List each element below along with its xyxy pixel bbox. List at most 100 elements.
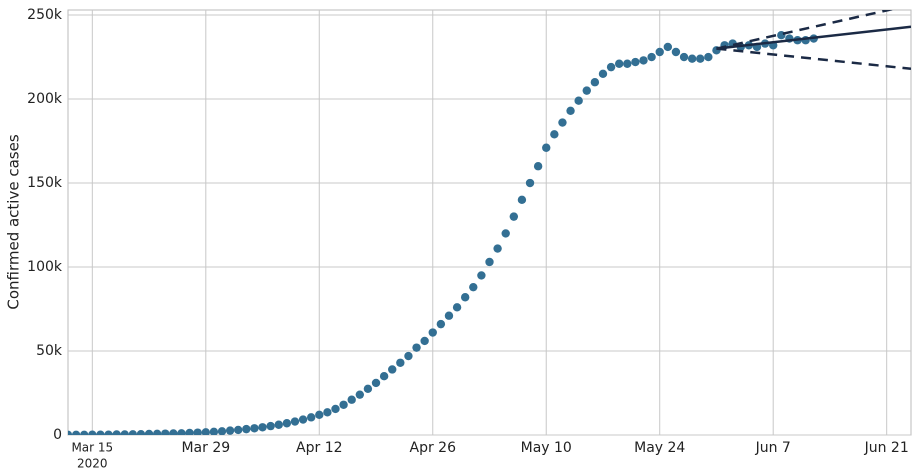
data-point [696, 54, 705, 63]
data-point [274, 420, 283, 429]
x-tick-label: May 24 [634, 440, 685, 456]
data-point [144, 429, 154, 435]
data-point [282, 419, 292, 428]
data-point [152, 429, 162, 435]
x-tick-label: Mar 15 [71, 441, 113, 455]
data-point [266, 421, 275, 431]
data-point [436, 319, 446, 329]
forecast-bound [716, 47, 911, 71]
grid [68, 10, 911, 436]
data-point [428, 328, 437, 337]
data-point [614, 59, 624, 68]
y-axis-title: Confirmed active cases [5, 134, 23, 309]
data-point [679, 52, 689, 62]
data-point [396, 358, 405, 367]
data-point [574, 96, 583, 105]
data-point [161, 429, 170, 435]
y-tick-label: 150k [27, 175, 63, 191]
marks [68, 10, 911, 435]
data-point [558, 118, 567, 127]
data-point [71, 430, 81, 435]
x-tick-label: Jun 7 [755, 440, 791, 456]
data-point [298, 415, 308, 424]
data-point [623, 59, 632, 68]
data-point [217, 427, 227, 435]
labels: 0 50k 100k 150k 200k 250k Mar 15 2020 Mar 29 Apr … [27, 7, 909, 470]
data-point [525, 178, 535, 188]
data-point [169, 429, 178, 435]
data-point [420, 336, 429, 346]
data-point [590, 78, 600, 87]
data-point [704, 52, 713, 62]
data-point [509, 212, 519, 221]
data-point [104, 430, 113, 435]
x-tick-label: Apr 12 [296, 440, 342, 456]
x-tick-label: Mar 29 [181, 440, 230, 456]
x-year-label: 2020 [77, 457, 108, 471]
data-point [452, 303, 462, 312]
data-point [258, 423, 267, 432]
data-point [388, 365, 397, 374]
y-tick-label: 0 [53, 427, 62, 443]
data-point [444, 311, 454, 320]
forecast-line [716, 25, 911, 50]
data-point [250, 424, 259, 433]
data-point [379, 372, 389, 381]
data-point [323, 408, 332, 417]
data-point [663, 42, 673, 52]
data-point [404, 351, 413, 361]
data-point [631, 57, 640, 67]
data-point [355, 390, 365, 399]
data-point [493, 244, 502, 253]
y-tick-label: 200k [27, 91, 63, 107]
data-point [501, 229, 510, 238]
y-tick-label: 50k [36, 343, 63, 359]
data-point [347, 395, 356, 404]
data-point [606, 62, 616, 72]
data-point [485, 257, 494, 267]
data-point [136, 429, 146, 435]
data-point [68, 430, 73, 435]
data-point [80, 430, 89, 435]
plot-area [67, 9, 912, 436]
data-point [112, 430, 121, 435]
data-point [655, 47, 664, 57]
data-point [582, 86, 591, 95]
data-point [193, 428, 202, 435]
data-point [477, 271, 486, 280]
x-tick-label: Jun 21 [864, 440, 909, 456]
data-point [671, 47, 681, 57]
data-point [185, 428, 194, 435]
x-tick-label: May 10 [521, 440, 572, 456]
data-point [315, 410, 324, 420]
data-point [128, 430, 138, 435]
data-point [647, 52, 656, 62]
data-point [550, 130, 559, 139]
data-point [306, 413, 316, 422]
x-tick-label: Apr 26 [410, 440, 457, 456]
data-point [331, 404, 340, 414]
data-point [234, 425, 243, 435]
data-point [88, 430, 97, 435]
data-point [209, 427, 219, 435]
data-point [96, 430, 105, 435]
data-point [542, 143, 551, 152]
data-point [201, 428, 210, 435]
data-point [639, 56, 648, 65]
data-point [290, 417, 300, 426]
data-point [371, 378, 381, 388]
data-point [598, 69, 608, 79]
data-point [517, 195, 527, 205]
data-point [177, 429, 186, 435]
y-tick-label: 250k [27, 7, 63, 23]
y-tick-label: 100k [27, 259, 63, 275]
data-point [687, 54, 697, 63]
data-point [339, 400, 348, 409]
data-point [120, 430, 129, 435]
data-point [412, 343, 421, 352]
data-point [566, 106, 575, 115]
data-point [363, 384, 373, 394]
data-point [469, 282, 478, 292]
